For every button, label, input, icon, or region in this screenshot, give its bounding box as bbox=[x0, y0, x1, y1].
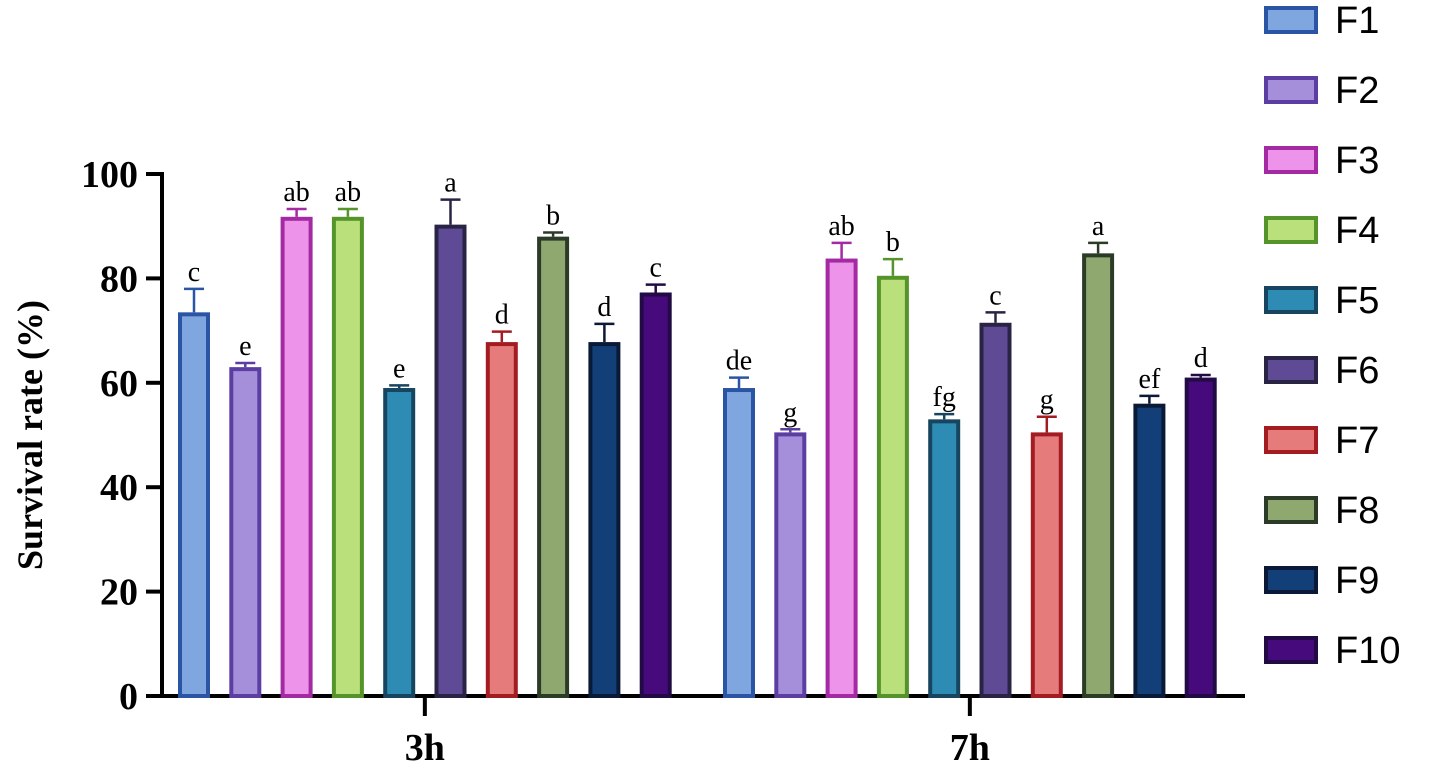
bar-F8-7h bbox=[1082, 253, 1115, 698]
bar-F10-3h bbox=[639, 292, 672, 698]
bar-F3-7h bbox=[825, 258, 858, 698]
bar-F5-7h bbox=[928, 419, 961, 698]
legend-swatch-F5 bbox=[1264, 286, 1318, 314]
significance-letter: d bbox=[495, 300, 509, 331]
bar-F7-3h bbox=[485, 342, 518, 698]
x-tick-label: 3h bbox=[405, 727, 445, 769]
x-tick-label: 7h bbox=[950, 727, 990, 769]
legend-label: F5 bbox=[1335, 280, 1379, 322]
legend-swatch-F10 bbox=[1264, 636, 1318, 664]
bar-F2-7h bbox=[774, 432, 807, 698]
legend: F1 F2 F3 F4 F5 F6 F7 F8 F9 F10 bbox=[1264, 0, 1400, 672]
significance-letter: ab bbox=[335, 177, 361, 208]
legend-swatch-F1 bbox=[1264, 6, 1318, 34]
significance-letter: a bbox=[444, 168, 457, 199]
bar-F4-7h bbox=[876, 275, 909, 698]
significance-letter: c bbox=[188, 257, 200, 288]
significance-letter: g bbox=[1040, 385, 1054, 416]
bar-F7-7h bbox=[1030, 432, 1063, 698]
significance-letter: d bbox=[1194, 343, 1208, 374]
legend-swatch-F7 bbox=[1264, 426, 1318, 454]
legend-label: F1 bbox=[1335, 0, 1379, 42]
legend-swatch-F6 bbox=[1264, 356, 1318, 384]
y-tick-label: 100 bbox=[81, 154, 138, 196]
bar-F6-7h bbox=[979, 322, 1012, 698]
bar-F5-3h bbox=[383, 388, 416, 698]
legend-label: F6 bbox=[1335, 350, 1379, 392]
y-tick-label: 20 bbox=[100, 572, 138, 614]
significance-letter: ab bbox=[283, 177, 309, 208]
significance-letter: b bbox=[886, 227, 900, 258]
x-axis: 3h 7h bbox=[160, 694, 1245, 769]
y-tick-label: 0 bbox=[119, 676, 138, 718]
legend-label: F2 bbox=[1335, 70, 1379, 112]
bar-F9-7h bbox=[1133, 403, 1166, 698]
y-axis: 0 20 40 60 80 100 bbox=[81, 154, 164, 718]
significance-letter: g bbox=[783, 397, 797, 428]
bar-F8-3h bbox=[537, 236, 570, 698]
significance-letter: ef bbox=[1139, 364, 1161, 395]
legend-label: F7 bbox=[1335, 420, 1379, 462]
y-axis-title: Survival rate (%) bbox=[10, 300, 50, 570]
y-tick-label: 80 bbox=[100, 258, 138, 300]
legend-label: F8 bbox=[1335, 490, 1379, 532]
legend-swatch-F3 bbox=[1264, 146, 1318, 174]
legend-label: F9 bbox=[1335, 560, 1379, 602]
legend-label: F10 bbox=[1335, 630, 1400, 672]
y-tick-label: 60 bbox=[100, 363, 138, 405]
significance-letter: ab bbox=[828, 211, 854, 242]
bar-F4-3h bbox=[331, 216, 364, 699]
legend-swatch-F8 bbox=[1264, 496, 1318, 524]
significance-letter: de bbox=[726, 346, 752, 377]
legend-swatch-F9 bbox=[1264, 566, 1318, 594]
bar-F2-3h bbox=[229, 367, 262, 698]
legend-swatch-F2 bbox=[1264, 76, 1318, 104]
bar-F1-7h bbox=[723, 388, 755, 698]
y-tick-label: 40 bbox=[100, 467, 138, 509]
significance-letter: fg bbox=[933, 382, 956, 413]
bar-F10-7h bbox=[1184, 377, 1217, 698]
legend-label: F4 bbox=[1335, 210, 1379, 252]
legend-swatch-F4 bbox=[1264, 216, 1318, 244]
significance-letter: e bbox=[239, 331, 251, 362]
significance-letter: a bbox=[1092, 211, 1105, 242]
bar-F3-3h bbox=[280, 216, 313, 699]
significance-letter: c bbox=[989, 280, 1001, 311]
significance-letter: e bbox=[393, 353, 405, 384]
legend-label: F3 bbox=[1335, 140, 1379, 182]
significance-letter: d bbox=[597, 292, 611, 323]
bar-F6-3h bbox=[434, 224, 467, 698]
bar-F1-3h bbox=[178, 312, 210, 698]
significance-letter: b bbox=[546, 200, 560, 231]
significance-letter: c bbox=[649, 253, 661, 284]
bar-F9-3h bbox=[588, 342, 621, 698]
